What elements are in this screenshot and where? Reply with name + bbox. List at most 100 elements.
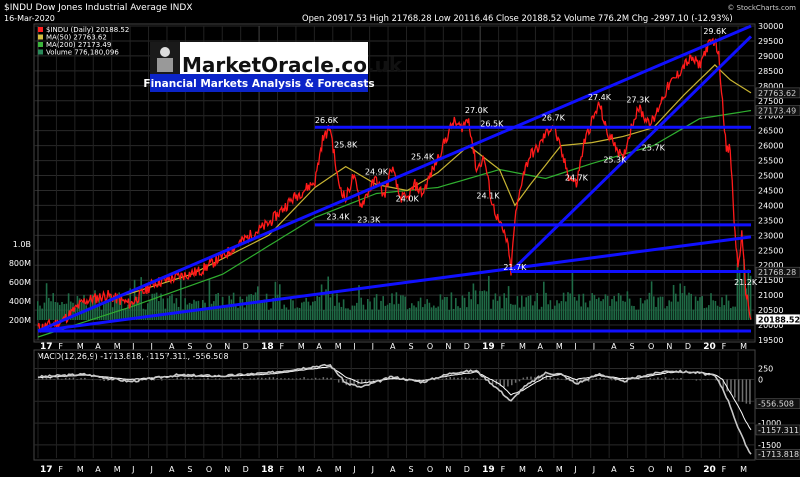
price-tick-label: 29000 [758, 52, 783, 61]
macd-tick-label: 250 [758, 365, 773, 374]
x-tick-label: A [169, 342, 175, 351]
volume-bar [160, 293, 162, 320]
price-tick-label: 20000 [758, 321, 783, 330]
x-tick-label: M [114, 465, 121, 474]
volume-bar [716, 305, 719, 320]
volume-bar [628, 298, 631, 320]
x-tick-label: M [335, 465, 342, 474]
volume-bar [349, 309, 351, 320]
macd-histogram-bar [372, 379, 375, 381]
macd-tick-label: 0 [758, 375, 763, 384]
volume-bar [551, 309, 554, 320]
volume-bar [499, 296, 501, 320]
volume-bar [408, 307, 411, 320]
volume-bar [294, 308, 296, 320]
x-tick-label: A [611, 465, 617, 474]
volume-bar [521, 295, 523, 320]
macd-panel [33, 349, 756, 461]
macd-histogram-bar [553, 378, 555, 380]
volume-bar [54, 302, 57, 320]
volume-bar [98, 296, 101, 320]
macd-histogram-bar [153, 379, 155, 381]
trendline [37, 24, 752, 333]
macd-histogram-bar [199, 378, 202, 380]
volume-bar [430, 307, 433, 320]
macd-histogram-bar [237, 378, 240, 380]
volume-bar [296, 307, 299, 320]
volume-bar [657, 297, 659, 320]
volume-bar [327, 276, 329, 320]
volume-bar [593, 295, 596, 320]
x-tick-label: F [722, 342, 727, 351]
volume-bar [602, 299, 604, 320]
volume-bar [131, 302, 134, 320]
macd-histogram-bar [749, 379, 751, 405]
volume-bar [532, 305, 534, 320]
volume-bar [250, 294, 252, 320]
volume-bar [367, 299, 369, 320]
price-annotation: 27.4K [588, 93, 612, 102]
macd-histogram-bar [461, 377, 463, 380]
volume-bar [534, 301, 536, 320]
x-tick-label: F [280, 465, 285, 474]
macd-histogram-bar [695, 379, 698, 381]
volume-bar [351, 305, 354, 320]
volume-bar [224, 305, 226, 320]
price-tick-label: 26500 [758, 127, 783, 136]
price-tick-label: 27000 [758, 112, 783, 121]
price-line [37, 37, 752, 334]
macd-histogram-bar [295, 378, 298, 380]
price-annotation: 27.3K [626, 96, 650, 105]
price-y-axis: 19500 20000 20500 21000 21500 22000 22500 23000… [755, 22, 800, 345]
macd-histogram-bar [368, 379, 371, 383]
volume-bar [184, 298, 186, 320]
volume-bar [701, 296, 703, 320]
volume-bar [151, 293, 153, 320]
volume-bar [492, 299, 494, 320]
volume-bar [235, 303, 237, 320]
volume-bar [576, 300, 578, 320]
volume-bar [604, 294, 607, 320]
volume-bar [419, 297, 422, 320]
volume-bar [114, 298, 116, 320]
volume-bar [261, 300, 263, 320]
volume-bar [732, 306, 734, 320]
volume-bar [688, 292, 690, 320]
logo-head [160, 47, 170, 57]
volume-bar [615, 301, 618, 320]
volume-bar [417, 301, 420, 320]
macd-histogram-bar [511, 379, 513, 386]
volume-bar [334, 305, 336, 320]
macd-histogram-bar [503, 379, 505, 388]
macd-histogram-bar [664, 377, 667, 380]
volume-bar [221, 296, 224, 320]
macd-histogram-bar [299, 378, 302, 380]
volume-bar [378, 309, 380, 320]
macd-histogram-bar [291, 378, 294, 380]
volume-bar [741, 285, 743, 320]
x-tick-label: S [187, 342, 192, 351]
volume-bar [109, 293, 112, 320]
volume-bar [455, 298, 457, 320]
volume-bar [725, 294, 728, 320]
x-tick-label: A [316, 342, 322, 351]
x-tick-label: A [537, 342, 543, 351]
axis-value-box [755, 105, 800, 116]
volume-bar [611, 299, 613, 320]
macd-histogram-bar [603, 378, 605, 380]
volume-bar [323, 309, 325, 320]
volume-bar [107, 301, 109, 320]
volume-bar [265, 293, 268, 320]
volume-bar [138, 297, 140, 320]
credit-label: © StockCharts.com [727, 4, 796, 12]
macd-histogram-bar [257, 377, 259, 380]
volume-bar [380, 300, 382, 320]
volume-bar [697, 300, 699, 320]
macd-histogram-bar [72, 377, 75, 380]
volume-bar [587, 307, 589, 320]
volume-bar [558, 303, 560, 320]
price-tick-label: 22500 [758, 246, 783, 255]
macd-histogram-bar [653, 378, 655, 380]
x-tick-label: J [592, 465, 595, 474]
